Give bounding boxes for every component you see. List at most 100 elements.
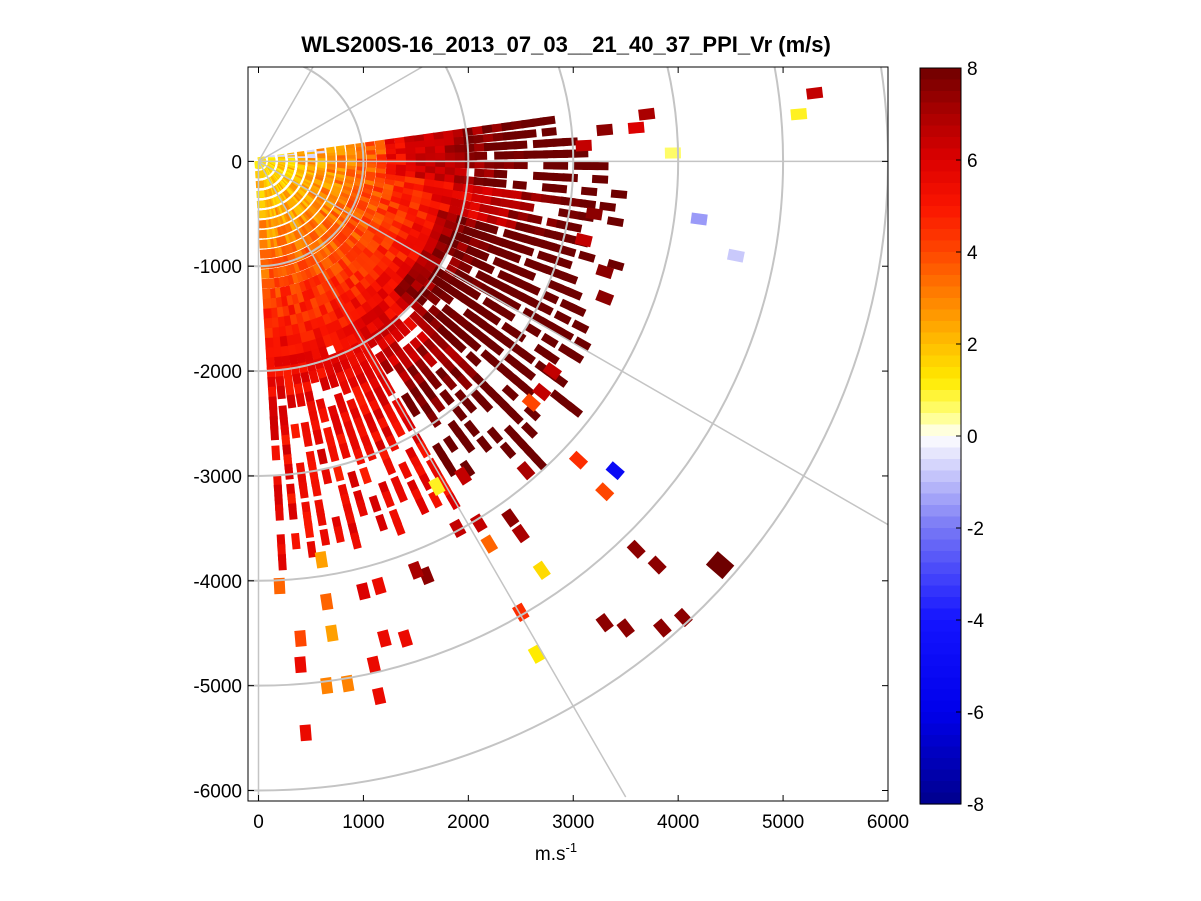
data-cell xyxy=(551,184,568,194)
data-cell xyxy=(255,170,264,179)
y-axis: 0 -1000 -2000 -3000 -4000 -5000 -6000 xyxy=(193,152,888,803)
data-cell xyxy=(521,129,537,139)
colorbar-band xyxy=(920,574,961,587)
data-cell xyxy=(560,271,579,285)
colorbar-band xyxy=(920,91,961,104)
data-cell xyxy=(553,161,569,170)
colorbar-band xyxy=(920,171,961,184)
data-cell xyxy=(367,238,381,252)
data-point xyxy=(705,551,735,580)
data-cell xyxy=(285,334,296,348)
colorbar-band xyxy=(920,275,961,288)
colorbar-band xyxy=(920,551,961,564)
data-point xyxy=(397,629,414,648)
colorbar-band xyxy=(920,252,961,265)
y-tick-label: -1000 xyxy=(193,257,242,278)
colorbar-band xyxy=(920,298,961,311)
data-cell xyxy=(523,404,541,422)
data-cell xyxy=(364,243,378,256)
data-point xyxy=(356,582,371,601)
data-cell xyxy=(536,301,554,316)
colorbar-band xyxy=(920,689,961,702)
data-cell xyxy=(512,180,527,190)
data-cell xyxy=(274,504,284,521)
data-cell xyxy=(306,540,317,558)
data-cell xyxy=(473,143,488,152)
data-cell xyxy=(591,174,609,184)
data-point xyxy=(501,508,520,528)
data-point xyxy=(273,577,286,595)
data-cell xyxy=(565,221,583,233)
data-cell xyxy=(434,138,447,148)
data-point xyxy=(653,618,672,638)
data-cell xyxy=(345,262,359,276)
data-point xyxy=(626,539,646,559)
data-cell xyxy=(426,373,443,390)
data-cell xyxy=(338,280,351,295)
data-cell xyxy=(565,401,584,418)
colorbar-band xyxy=(920,654,961,667)
data-cell xyxy=(318,281,331,295)
data-cell xyxy=(371,249,386,263)
data-cell xyxy=(284,463,294,480)
colorbar-band xyxy=(920,240,961,253)
data-cell xyxy=(395,296,410,312)
data-cell xyxy=(338,228,351,241)
data-cell xyxy=(396,322,411,337)
colorbar-tick-label: 0 xyxy=(967,427,978,448)
data-cell xyxy=(360,247,374,261)
data-cell xyxy=(362,229,376,242)
data-point xyxy=(320,593,334,611)
data-cell xyxy=(526,213,543,225)
data-cell xyxy=(329,237,342,250)
y-tick-label: 0 xyxy=(231,152,242,173)
data-cell xyxy=(453,175,467,185)
data-point xyxy=(371,576,387,596)
data-cell xyxy=(332,272,345,286)
data-cell xyxy=(474,168,488,178)
data-cell xyxy=(327,298,340,313)
data-cell xyxy=(326,264,340,278)
data-point xyxy=(407,560,424,580)
colorbar-band xyxy=(920,217,961,230)
data-point xyxy=(325,624,339,642)
data-cell xyxy=(484,160,498,169)
data-cell xyxy=(499,307,516,322)
data-cell xyxy=(258,229,268,239)
data-cell xyxy=(359,466,372,485)
data-cell xyxy=(606,216,624,227)
colorbar-band xyxy=(920,631,961,644)
data-cell xyxy=(415,497,430,516)
colorbar-band xyxy=(920,79,961,92)
data-cell xyxy=(442,129,456,140)
azimuth-spoke xyxy=(258,67,424,163)
data-cell xyxy=(426,410,442,429)
data-cell xyxy=(457,260,473,274)
data-point xyxy=(377,629,392,648)
data-cell xyxy=(434,166,447,176)
data-cell xyxy=(452,128,466,138)
data-cell xyxy=(257,220,267,229)
data-cell xyxy=(451,190,465,201)
data-cell xyxy=(459,435,476,454)
colorbar-band xyxy=(920,148,961,161)
data-cell xyxy=(443,181,456,191)
data-cell xyxy=(406,400,421,418)
colorbar-band xyxy=(920,505,961,518)
data-cell xyxy=(359,233,373,246)
data-cell xyxy=(350,531,362,550)
data-cell xyxy=(390,327,405,343)
data-cell xyxy=(351,227,365,240)
colorbar-band xyxy=(920,367,961,380)
data-point xyxy=(294,656,307,674)
data-cell xyxy=(509,327,527,343)
data-cell xyxy=(452,182,466,193)
colorbar-band xyxy=(920,735,961,748)
data-cell xyxy=(428,490,443,509)
data-cell xyxy=(256,190,265,199)
data-cell xyxy=(438,290,455,305)
x-tick-label: 3000 xyxy=(552,812,594,833)
data-cell xyxy=(425,291,441,306)
data-cell xyxy=(335,231,348,244)
data-cell xyxy=(318,407,330,423)
